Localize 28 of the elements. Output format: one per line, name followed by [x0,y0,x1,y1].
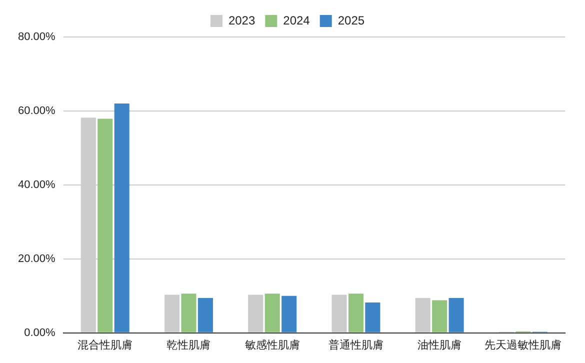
y-tick-label: 60.00% [18,104,56,117]
legend-label: 2024 [283,13,310,28]
x-tick-label: 乾性肌膚 [166,339,211,352]
bar [332,294,347,332]
bar [415,298,430,332]
x-tick-label: 普通性肌膚 [328,338,384,352]
bar [114,104,130,332]
bar [181,294,196,332]
x-tick-label: 先天過敏性肌膚 [484,338,562,352]
bar [264,294,280,332]
y-tick-label: 80.00% [18,31,56,44]
bar [365,302,380,332]
bar [98,118,113,332]
legend-label: 2025 [338,13,365,28]
y-tick-label: 20.00% [18,252,56,265]
x-tick-label: 敏感性肌膚 [244,338,300,352]
legend-label: 2023 [228,13,256,28]
bar [248,294,264,332]
bar [432,300,448,332]
bar [282,296,297,332]
y-tick-label: 0.00% [24,326,56,339]
y-tick-label: 40.00% [18,178,56,191]
bar [164,294,180,332]
bar [448,298,464,332]
bar [198,298,213,332]
x-tick-label: 混合性肌膚 [78,338,133,352]
x-tick-label: 油性肌膚 [418,338,462,352]
bar [348,294,364,332]
